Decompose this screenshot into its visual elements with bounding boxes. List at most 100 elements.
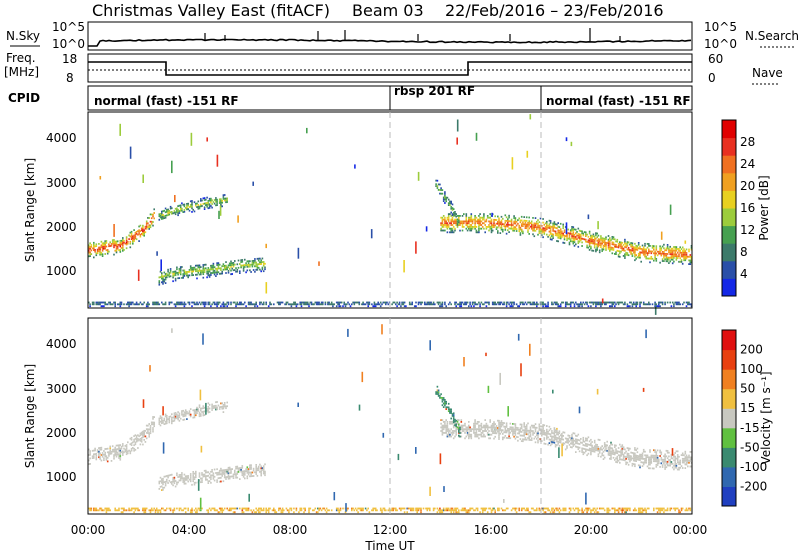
velocity-cell	[603, 455, 605, 457]
power-cell	[455, 216, 457, 218]
power-cell	[536, 302, 538, 304]
power-cell	[252, 266, 254, 268]
power-cell	[172, 277, 174, 279]
velocity-cell	[453, 414, 455, 416]
power-cell	[435, 183, 437, 185]
power-cell	[176, 267, 178, 269]
velocity-cell	[447, 425, 449, 427]
velocity-cell	[682, 467, 684, 469]
velocity-cell	[534, 432, 536, 434]
power-cell	[682, 263, 684, 265]
power-cell	[442, 193, 444, 195]
power-cell	[104, 244, 106, 246]
velocity-cell	[634, 465, 636, 467]
power-cell	[478, 230, 480, 232]
velocity-cell	[498, 509, 500, 511]
velocity-cell	[209, 411, 211, 413]
velocity-cell	[477, 509, 479, 511]
power-cell	[598, 235, 600, 237]
power-cell	[104, 302, 106, 304]
power-cell	[161, 272, 163, 274]
velocity-cell	[476, 430, 478, 432]
velocity-cell	[444, 405, 446, 407]
power-cell	[167, 269, 169, 271]
power-cell	[652, 303, 654, 305]
velocity-cell	[486, 508, 488, 510]
velocity-cell	[104, 452, 106, 454]
power-cell	[442, 303, 444, 305]
power-cell	[453, 231, 455, 233]
velocity-cell	[171, 422, 173, 424]
power-cell	[229, 268, 231, 270]
velocity-cell	[179, 420, 181, 422]
velocity-cell	[487, 432, 489, 434]
velocity-cell	[594, 511, 596, 513]
velocity-cell	[526, 428, 528, 430]
power-cell	[113, 254, 115, 256]
velocity-cell	[458, 509, 460, 511]
power-cell	[146, 221, 148, 223]
velocity-cell	[122, 511, 124, 513]
velocity-cell	[445, 419, 447, 421]
velocity-cell	[530, 434, 532, 436]
power-cell	[405, 305, 407, 307]
velocity-cell	[228, 471, 230, 473]
power-cell	[474, 224, 476, 226]
velocity-cell	[544, 439, 546, 441]
velocity-cell	[679, 467, 681, 469]
power-cell	[546, 223, 548, 225]
velocity-cell	[570, 508, 572, 510]
velocity-cell	[116, 456, 118, 458]
power-cell	[211, 199, 213, 201]
power-cell	[515, 223, 517, 225]
velocity-cell	[539, 424, 541, 426]
power-cell	[471, 215, 473, 217]
power-cell	[130, 147, 132, 159]
power-cell	[672, 259, 674, 261]
velocity-cell	[516, 511, 518, 513]
velocity-cell	[89, 463, 91, 465]
velocity-cell	[506, 424, 508, 426]
power-cell	[483, 213, 485, 215]
power-cell	[676, 254, 678, 256]
power-cell	[676, 259, 678, 261]
velocity-cell	[153, 416, 155, 418]
velocity-cell	[166, 422, 168, 424]
power-cell	[209, 276, 211, 278]
freq-tick-top: 18	[62, 52, 77, 66]
velocity-cell	[442, 434, 444, 436]
velocity-cell	[442, 401, 444, 403]
power-cell	[484, 231, 486, 233]
velocity-cell	[288, 511, 290, 513]
velocity-cell	[578, 508, 580, 510]
power-cell	[237, 269, 239, 271]
velocity-cell	[340, 508, 342, 510]
velocity-cell	[263, 467, 265, 469]
power-cell	[454, 211, 456, 213]
power-cell	[522, 222, 524, 224]
power-cell	[520, 227, 522, 229]
velocity-cell	[493, 430, 495, 432]
velocity-cell	[145, 436, 147, 438]
power-cell	[244, 266, 246, 268]
power-cell	[545, 303, 547, 305]
power-cell	[534, 302, 536, 304]
velocity-cell	[101, 449, 103, 451]
power-cell	[184, 305, 186, 307]
power-cell	[663, 244, 665, 246]
velocity-cell	[448, 403, 450, 405]
power-cell	[152, 216, 154, 218]
velocity-cell	[131, 450, 133, 452]
power-cell	[205, 267, 207, 269]
power-cell	[182, 277, 184, 279]
velocity-cell	[195, 482, 197, 484]
velocity-cell	[685, 451, 687, 453]
velocity-cell	[551, 430, 553, 432]
velocity-cell	[184, 481, 186, 483]
velocity-cell	[172, 511, 174, 513]
power-cell	[686, 258, 688, 260]
velocity-cell	[527, 509, 529, 511]
velocity-cell	[323, 508, 325, 510]
velocity-cell	[559, 508, 561, 510]
velocity-cell	[438, 393, 440, 395]
